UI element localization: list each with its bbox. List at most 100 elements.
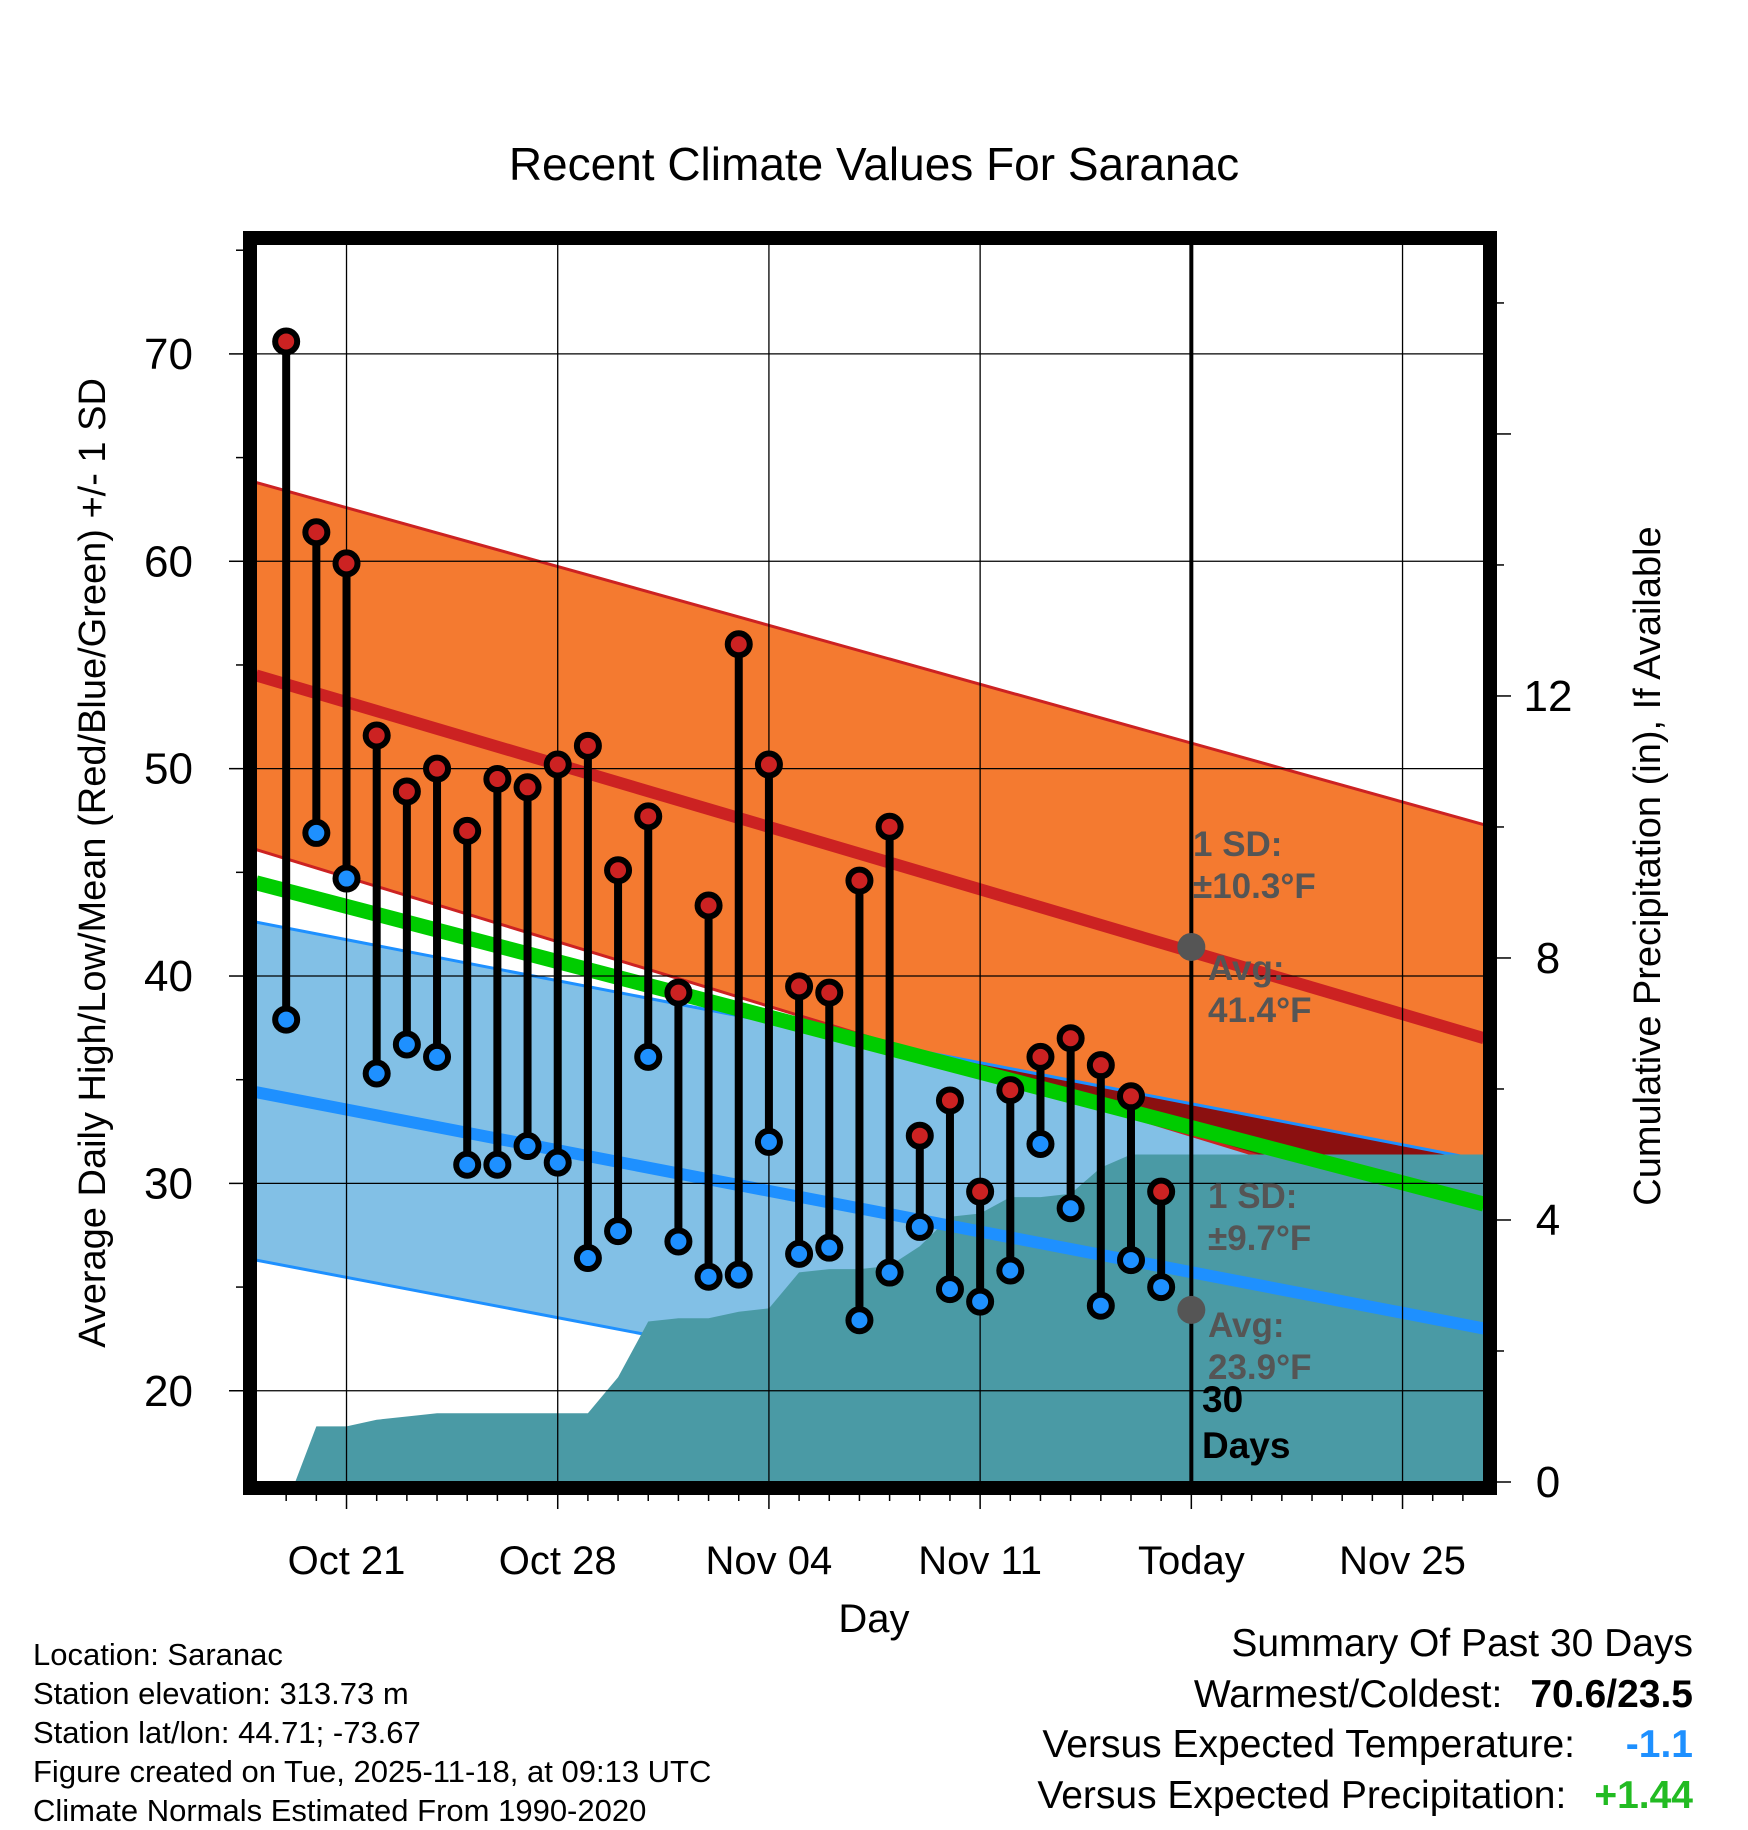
- y2-tick-label: 0: [1536, 1458, 1560, 1507]
- x-tick-label: Nov 11: [918, 1539, 1042, 1583]
- summary-temp-value: -1.1: [1625, 1723, 1693, 1766]
- high-point: [1147, 1177, 1176, 1206]
- low-point: [543, 1148, 572, 1177]
- x-tick-label: Nov 25: [1339, 1539, 1466, 1583]
- x-tick-label: Today: [1138, 1539, 1245, 1583]
- high-point: [815, 978, 844, 1007]
- y-tick-label: 50: [144, 745, 193, 794]
- info-location: Location: Saranac: [33, 1637, 283, 1672]
- y-tick-label: 70: [144, 330, 193, 379]
- info-latlon: Station lat/lon: 44.71; -73.67: [33, 1715, 421, 1750]
- high-sd-annotation-0: 1 SD:: [1193, 825, 1282, 864]
- high-point: [362, 721, 391, 750]
- high-point: [543, 750, 572, 779]
- low-sd-annotation-1: ±9.7°F: [1208, 1219, 1311, 1258]
- high-point: [332, 549, 361, 578]
- high-point: [1086, 1051, 1115, 1080]
- low-point: [905, 1212, 934, 1241]
- y-axis-title: Average Daily High/Low/Mean (Red/Blue/Gr…: [72, 378, 114, 1348]
- y-tick-label: 30: [144, 1159, 193, 1208]
- low-sd-annotation-0: 1 SD:: [1208, 1177, 1297, 1216]
- y2-axis-title: Cumulative Precipitation (in), If Availa…: [1627, 526, 1669, 1205]
- high-sd-upper-line: [256, 481, 1484, 827]
- low-point: [935, 1275, 964, 1304]
- normal-mean-line: [256, 875, 1484, 1212]
- precipitation-area: [295, 1154, 1484, 1482]
- high-point: [875, 812, 904, 841]
- low-point: [423, 1042, 452, 1071]
- high-point: [996, 1076, 1025, 1105]
- high-point: [664, 978, 693, 1007]
- low-point: [453, 1150, 482, 1179]
- low-point: [1116, 1246, 1145, 1275]
- normal-high-line: [256, 669, 1484, 1044]
- y-tick-label: 60: [144, 537, 193, 586]
- high-point: [694, 891, 723, 920]
- low-point: [1056, 1194, 1085, 1223]
- summary-precip-label: Versus Expected Precipitation:: [1037, 1774, 1567, 1817]
- summary-precip-value: +1.44: [1594, 1774, 1693, 1817]
- low-point: [573, 1244, 602, 1273]
- high-sd-annotation-1: ±10.3°F: [1193, 867, 1316, 906]
- summary-temp-row: Versus Expected Temperature: -1.1: [1042, 1723, 1693, 1767]
- low-point: [513, 1132, 542, 1161]
- high-point: [634, 802, 663, 831]
- low-point: [634, 1042, 663, 1071]
- info-normals: Climate Normals Estimated From 1990-2020: [33, 1793, 647, 1828]
- high-point: [483, 765, 512, 794]
- low-point: [362, 1059, 391, 1088]
- high-point: [845, 866, 874, 895]
- low-point: [664, 1227, 693, 1256]
- high-point: [1116, 1082, 1145, 1111]
- info-created: Figure created on Tue, 2025-11-18, at 09…: [33, 1754, 712, 1789]
- high-point: [604, 856, 633, 885]
- x-tick-label: Oct 28: [499, 1539, 617, 1583]
- summary-warmest-row: Warmest/Coldest: 70.6/23.5: [1194, 1673, 1693, 1717]
- summary-temp-label: Versus Expected Temperature:: [1042, 1723, 1575, 1766]
- low-point: [1026, 1129, 1055, 1158]
- summary-warmest-value: 70.6/23.5: [1530, 1673, 1693, 1716]
- y2-tick-label: 8: [1536, 934, 1560, 983]
- high-point: [905, 1121, 934, 1150]
- low-point: [1147, 1273, 1176, 1302]
- low-point: [1086, 1291, 1115, 1320]
- high-point: [966, 1177, 995, 1206]
- low-point: [332, 864, 361, 893]
- high-point: [1026, 1042, 1055, 1071]
- high-avg-annotation-0: Avg:: [1208, 949, 1284, 988]
- today-days-label-0: 30: [1202, 1379, 1243, 1420]
- x-tick-label: Nov 04: [706, 1539, 833, 1583]
- summary-title: Summary Of Past 30 Days: [1231, 1622, 1693, 1665]
- low-point: [845, 1306, 874, 1335]
- high-avg-annotation-1: 41.4°F: [1208, 991, 1312, 1030]
- high-point: [513, 773, 542, 802]
- low-point: [815, 1233, 844, 1262]
- plot-frame: [243, 231, 1497, 1495]
- low-point: [996, 1256, 1025, 1285]
- high-point: [392, 777, 421, 806]
- summary-precip-row: Versus Expected Precipitation: +1.44: [1037, 1774, 1693, 1818]
- low-point: [483, 1150, 512, 1179]
- y2-tick-label: 12: [1524, 672, 1573, 721]
- low-point: [724, 1260, 753, 1289]
- low-avg-annotation-1: 23.9°F: [1208, 1348, 1312, 1387]
- high-point: [785, 972, 814, 1001]
- y-tick-label: 40: [144, 952, 193, 1001]
- high-point: [935, 1086, 964, 1115]
- normal-low-line: [256, 1086, 1484, 1335]
- low-point: [785, 1239, 814, 1268]
- high-point: [724, 630, 753, 659]
- high-point: [453, 816, 482, 845]
- high-point: [754, 750, 783, 779]
- low-avg-marker: [1177, 1295, 1206, 1324]
- low-point: [694, 1262, 723, 1291]
- low-point: [604, 1217, 633, 1246]
- x-axis-title: Day: [838, 1597, 909, 1641]
- x-tick-label: Oct 21: [288, 1539, 406, 1583]
- high-point: [272, 327, 301, 356]
- low-point: [966, 1287, 995, 1316]
- high-point: [423, 754, 452, 783]
- high-point: [302, 518, 331, 547]
- high-point: [1056, 1024, 1085, 1053]
- low-point: [272, 1005, 301, 1034]
